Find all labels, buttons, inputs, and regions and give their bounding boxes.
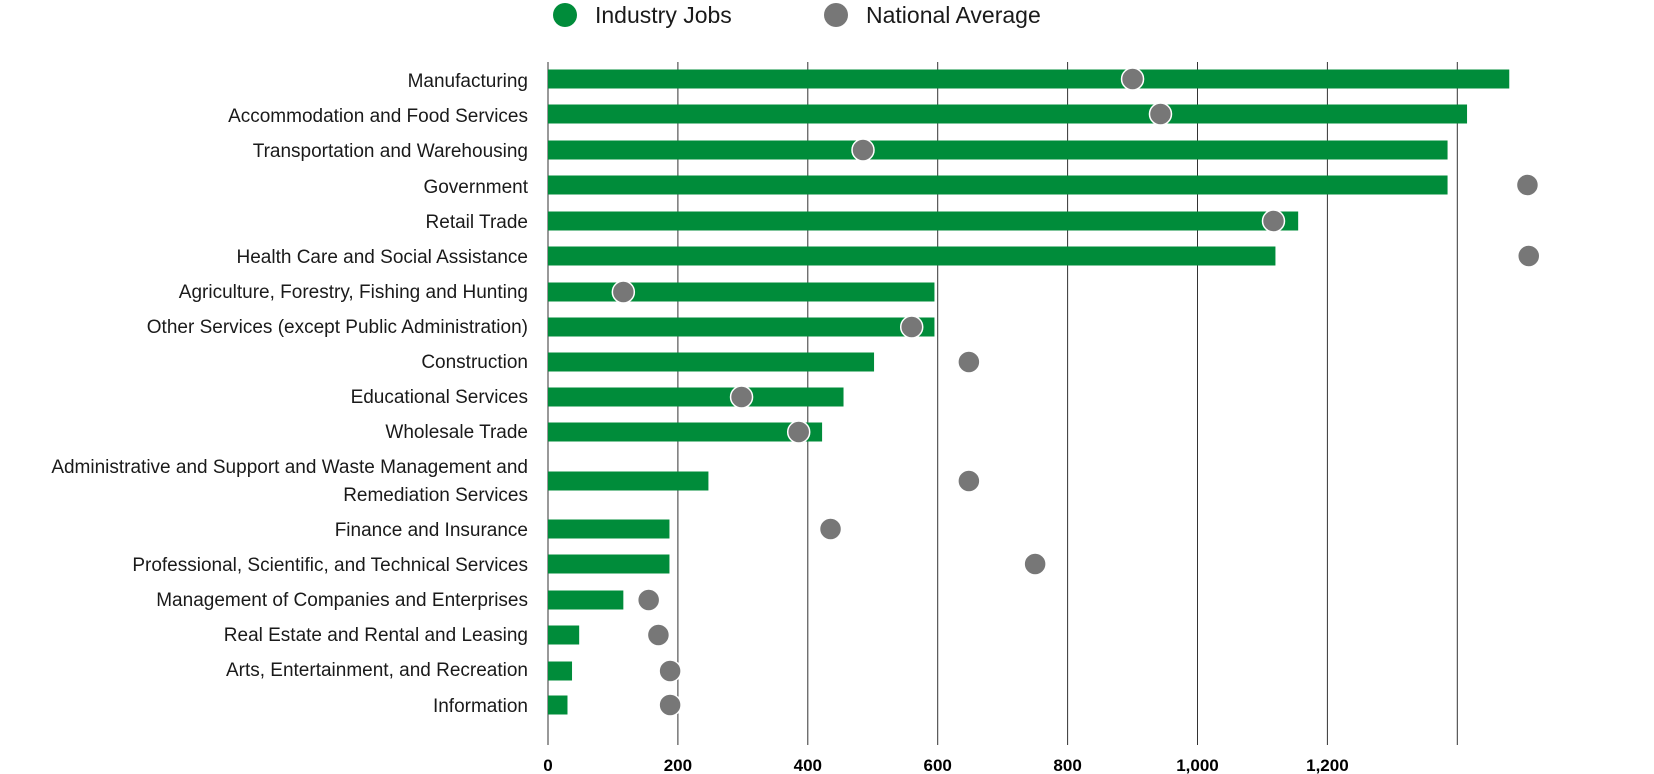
bars-industry-jobs [548,69,1510,715]
dot-national-average [851,138,875,162]
bar-industry-jobs [548,211,1299,231]
x-tick-label: 200 [664,756,692,774]
x-tick-label: 0 [543,756,552,774]
bar-industry-jobs [548,175,1448,195]
bar-industry-jobs [548,519,670,539]
bar-industry-jobs [548,246,1276,266]
legend-label-national-average: National Average [866,2,1041,28]
category-label: Professional, Scientific, and Technical … [132,555,528,576]
bar-industry-jobs [548,471,709,491]
category-label: Wholesale Trade [385,422,528,443]
x-tick-label: 600 [924,756,952,774]
dot-national-average [658,659,682,683]
category-label: Information [433,696,528,717]
dot-national-average [957,350,981,374]
bar-industry-jobs [548,282,935,302]
dot-national-average [1148,102,1173,126]
x-tick-label: 1,000 [1176,756,1219,774]
category-label: Agriculture, Forestry, Fishing and Hunti… [179,282,528,303]
x-tick-label: 1,200 [1306,756,1349,774]
category-label: Government [423,177,528,198]
category-label: Manufacturing [408,71,528,92]
category-label: Construction [421,352,528,373]
bar-industry-jobs [548,352,875,372]
category-labels: Manufacturing Accommodation and Food Serv… [51,71,528,717]
legend: Industry Jobs National Average [553,2,1041,28]
x-tick-labels: 0 200 400 600 800 1,000 1,200 [543,756,1348,774]
bar-industry-jobs [548,625,580,645]
dot-national-average [818,517,843,541]
bar-industry-jobs [548,317,935,337]
dot-national-average [646,623,671,647]
legend-marker-national-average [824,3,848,27]
dot-national-average [1516,244,1541,268]
bar-industry-jobs [548,695,568,715]
bar-industry-jobs [548,554,670,574]
category-label: Finance and Insurance [335,520,528,541]
dot-national-average [611,280,636,304]
dot-national-average [1120,67,1145,91]
dot-national-average [1023,552,1047,576]
dot-national-average [1515,173,1540,197]
dot-national-average [957,469,981,493]
bar-industry-jobs [548,104,1468,124]
category-label: Administrative and Support and Waste Man… [51,457,528,506]
dot-national-average [636,588,661,612]
category-label: Arts, Entertainment, and Recreation [226,660,528,681]
dot-national-average [786,420,811,444]
dots-national-average [611,67,1541,717]
x-tick-label: 400 [794,756,822,774]
category-label: Health Care and Social Assistance [237,247,529,268]
bar-industry-jobs [548,387,844,407]
dot-national-average [729,385,754,409]
dot-national-average [658,693,682,717]
x-tick-label: 800 [1053,756,1081,774]
bar-industry-jobs [548,422,823,442]
legend-marker-industry-jobs [553,3,577,27]
category-label: Educational Services [351,387,528,408]
bar-industry-jobs [548,140,1448,160]
dot-national-average [1261,209,1286,233]
bar-industry-jobs [548,590,624,610]
category-label: Real Estate and Rental and Leasing [224,625,528,646]
category-label: Transportation and Warehousing [253,141,528,162]
category-label: Retail Trade [426,212,528,233]
category-label: Other Services (except Public Administra… [147,317,528,338]
legend-label-industry-jobs: Industry Jobs [595,2,732,28]
dot-national-average [899,315,924,339]
bar-industry-jobs [548,661,573,681]
category-label: Management of Companies and Enterprises [156,590,528,611]
bar-industry-jobs [548,69,1510,89]
category-label: Accommodation and Food Services [228,106,528,127]
